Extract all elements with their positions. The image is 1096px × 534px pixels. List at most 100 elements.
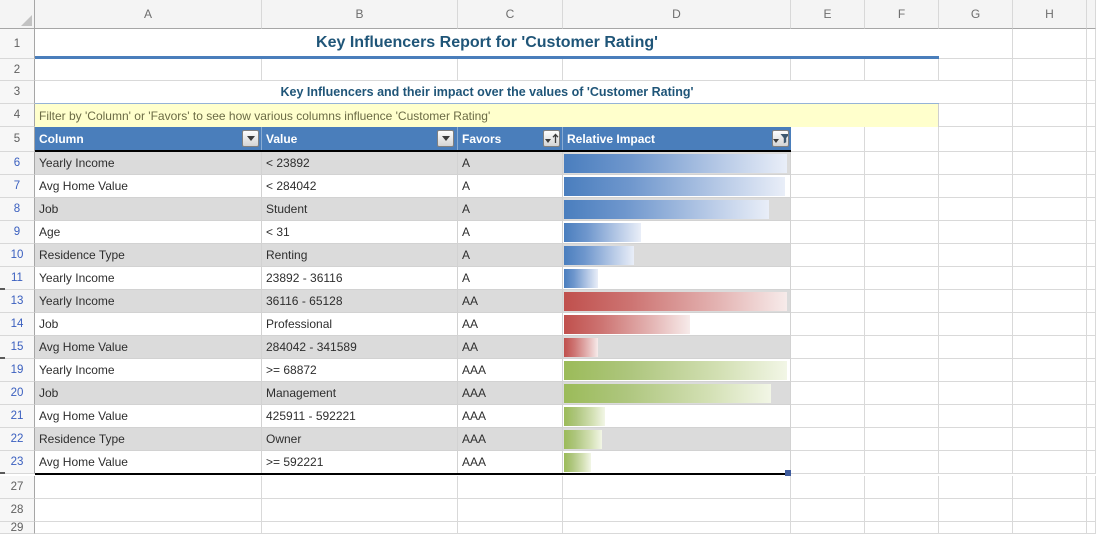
cell[interactable] (1087, 267, 1096, 290)
table-row-value-cell[interactable]: 425911 - 592221 (262, 405, 458, 428)
table-header-favors[interactable]: Favors (458, 127, 563, 150)
cell[interactable] (865, 127, 939, 152)
row-header-8[interactable]: 8 (0, 198, 35, 221)
table-row-column-cell[interactable]: Avg Home Value (35, 336, 262, 359)
table-row-favors-cell[interactable]: A (458, 221, 563, 244)
cell[interactable] (1087, 451, 1096, 474)
column-filter-button[interactable] (242, 130, 259, 147)
cell[interactable] (865, 290, 939, 313)
table-row-column-cell[interactable]: Job (35, 198, 262, 221)
cell[interactable] (865, 244, 939, 267)
table-row-favors-cell[interactable]: AAA (458, 428, 563, 451)
cell[interactable] (1087, 59, 1096, 81)
table-row-favors-cell[interactable]: AA (458, 336, 563, 359)
table-row-impact-cell[interactable] (563, 428, 791, 451)
cell[interactable] (939, 428, 1013, 451)
cell[interactable] (939, 221, 1013, 244)
table-row-value-cell[interactable]: 23892 - 36116 (262, 267, 458, 290)
cell[interactable] (1087, 244, 1096, 267)
table-row-value-cell[interactable]: < 284042 (262, 175, 458, 198)
cell[interactable] (791, 499, 865, 522)
cell[interactable] (939, 499, 1013, 522)
cell[interactable] (791, 59, 865, 81)
cell[interactable] (791, 428, 865, 451)
table-row-value-cell[interactable]: 36116 - 65128 (262, 290, 458, 313)
table-row-column-cell[interactable]: Yearly Income (35, 290, 262, 313)
table-row-impact-cell[interactable] (563, 405, 791, 428)
table-row-favors-cell[interactable]: AA (458, 313, 563, 336)
cell[interactable] (1087, 152, 1096, 175)
cell[interactable] (865, 336, 939, 359)
table-row-column-cell[interactable]: Residence Type (35, 244, 262, 267)
cell[interactable] (1013, 29, 1087, 59)
cell[interactable] (1013, 59, 1087, 81)
table-row-column-cell[interactable]: Job (35, 313, 262, 336)
table-row-favors-cell[interactable]: AAA (458, 405, 563, 428)
cell[interactable] (1013, 382, 1087, 405)
cell[interactable] (865, 267, 939, 290)
cell[interactable] (939, 152, 1013, 175)
table-row-impact-cell[interactable] (563, 313, 791, 336)
cell[interactable] (1087, 221, 1096, 244)
table-row-impact-cell[interactable] (563, 244, 791, 267)
cell[interactable] (791, 336, 865, 359)
cell[interactable] (1087, 290, 1096, 313)
cell[interactable] (791, 405, 865, 428)
cell[interactable] (939, 451, 1013, 474)
table-row-column-cell[interactable]: Avg Home Value (35, 175, 262, 198)
cell[interactable] (458, 499, 563, 522)
table-row-favors-cell[interactable]: A (458, 244, 563, 267)
row-header-5[interactable]: 5 (0, 127, 35, 152)
cell[interactable] (1087, 522, 1096, 534)
table-row-value-cell[interactable]: Professional (262, 313, 458, 336)
table-row-column-cell[interactable]: Avg Home Value (35, 451, 262, 474)
cell[interactable] (939, 405, 1013, 428)
cell[interactable] (865, 476, 939, 499)
cell[interactable] (939, 476, 1013, 499)
cell[interactable] (1013, 428, 1087, 451)
table-row-favors-cell[interactable]: A (458, 152, 563, 175)
cell[interactable] (262, 476, 458, 499)
table-row-column-cell[interactable]: Yearly Income (35, 267, 262, 290)
cell[interactable] (939, 382, 1013, 405)
cell[interactable] (791, 198, 865, 221)
column-header-a[interactable]: A (35, 0, 262, 29)
row-header-29[interactable]: 29 (0, 522, 35, 534)
cell[interactable] (35, 59, 262, 81)
row-header-2[interactable]: 2 (0, 59, 35, 81)
cell[interactable] (1013, 451, 1087, 474)
cell[interactable] (563, 499, 791, 522)
cell[interactable] (1013, 127, 1087, 152)
favors-filter-button[interactable] (543, 130, 560, 147)
cell[interactable] (939, 198, 1013, 221)
cell[interactable] (1013, 359, 1087, 382)
table-header-column[interactable]: Column (35, 127, 262, 150)
cell[interactable] (865, 382, 939, 405)
cell[interactable] (791, 221, 865, 244)
column-header-d[interactable]: D (563, 0, 791, 29)
cell[interactable] (1013, 336, 1087, 359)
row-header-15[interactable]: 15 (0, 336, 35, 359)
column-header-h[interactable]: H (1013, 0, 1087, 29)
cell[interactable] (1087, 313, 1096, 336)
cell[interactable] (939, 104, 1013, 127)
table-row-impact-cell[interactable] (563, 221, 791, 244)
cell[interactable] (865, 152, 939, 175)
cell[interactable] (865, 198, 939, 221)
row-header-28[interactable]: 28 (0, 499, 35, 522)
cell[interactable] (1013, 313, 1087, 336)
cell[interactable] (1013, 522, 1087, 534)
cell[interactable] (791, 451, 865, 474)
cell[interactable] (865, 175, 939, 198)
cell[interactable] (1013, 81, 1087, 104)
relative-impact-filter-button[interactable] (772, 130, 789, 147)
table-row-impact-cell[interactable] (563, 152, 791, 175)
cell[interactable] (1087, 81, 1096, 104)
cell[interactable] (35, 476, 262, 499)
table-row-impact-cell[interactable] (563, 382, 791, 405)
table-header-value[interactable]: Value (262, 127, 458, 150)
cell[interactable] (458, 522, 563, 534)
cell[interactable] (1013, 267, 1087, 290)
cell[interactable] (865, 428, 939, 451)
cell[interactable] (1087, 476, 1096, 499)
